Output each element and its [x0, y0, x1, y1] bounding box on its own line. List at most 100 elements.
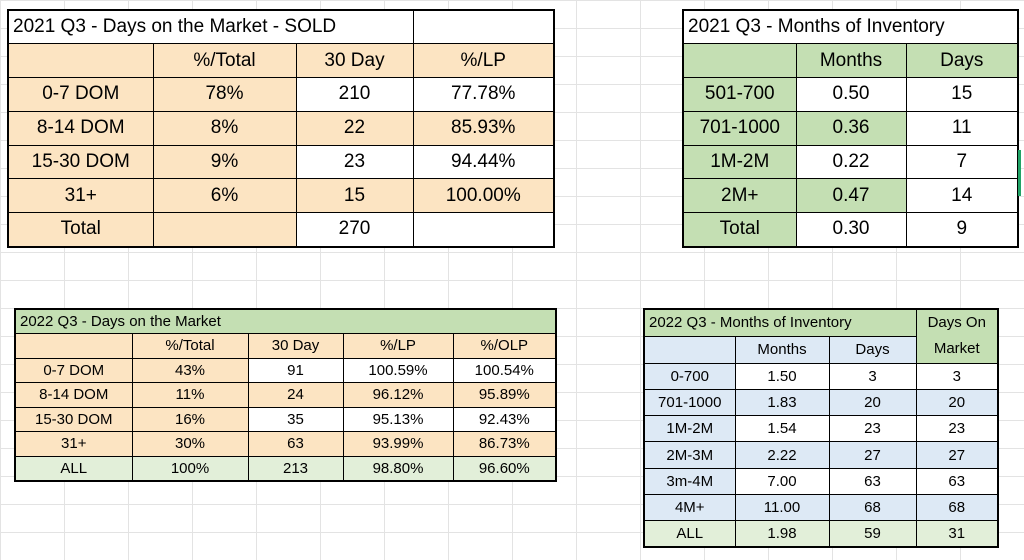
header-cell[interactable]: 30 Day	[247, 333, 344, 359]
pct-total-cell[interactable]: 43%	[131, 357, 249, 383]
day30-cell[interactable]: 63	[247, 431, 344, 457]
months-cell[interactable]: 1.50	[734, 362, 830, 390]
dom-cell[interactable]: 3	[915, 362, 999, 390]
pct-lp-cell[interactable]: 98.80%	[342, 455, 454, 481]
header-cell[interactable]: Months	[795, 43, 907, 79]
months-cell[interactable]: 0.36	[795, 110, 907, 146]
pct-lp-cell[interactable]: 93.99%	[342, 431, 454, 457]
pct-lp-cell[interactable]: 96.12%	[342, 382, 454, 408]
pct-olp-cell[interactable]: 95.89%	[452, 382, 557, 408]
pct-lp-cell[interactable]: 100.00%	[412, 178, 555, 214]
pct-lp-cell[interactable]: 100.59%	[342, 357, 454, 383]
days-cell[interactable]: 15	[905, 77, 1019, 112]
row-label[interactable]: 0-7 DOM	[7, 77, 154, 112]
cell[interactable]	[412, 9, 555, 45]
row-label[interactable]: 1M-2M	[643, 415, 736, 443]
day30-cell[interactable]: 24	[247, 382, 344, 408]
row-label[interactable]: 31+	[14, 431, 133, 457]
pct-total-cell[interactable]	[152, 212, 297, 248]
days-cell[interactable]: 11	[905, 110, 1019, 146]
row-label[interactable]: 8-14 DOM	[14, 382, 133, 408]
dom-cell[interactable]: 23	[915, 415, 999, 443]
pct-total-cell[interactable]: 6%	[152, 178, 297, 214]
header-cell[interactable]	[14, 333, 133, 359]
pct-lp-cell[interactable]: 95.13%	[342, 406, 454, 432]
months-cell[interactable]: 2.22	[734, 441, 830, 469]
day30-cell[interactable]: 23	[295, 144, 414, 180]
months-cell[interactable]: 7.00	[734, 467, 830, 495]
day30-cell[interactable]: 213	[247, 455, 344, 481]
pct-olp-cell[interactable]: 96.60%	[452, 455, 557, 481]
pct-olp-cell[interactable]: 92.43%	[452, 406, 557, 432]
months-cell[interactable]: 0.50	[795, 77, 907, 112]
header-cell[interactable]: %/OLP	[452, 333, 557, 359]
row-label[interactable]: 1M-2M	[682, 144, 797, 180]
months-cell[interactable]: 1.83	[734, 388, 830, 417]
months-cell[interactable]: 0.22	[795, 144, 907, 180]
header-cell[interactable]: %/LP	[412, 43, 555, 79]
dom-cell[interactable]: 27	[915, 441, 999, 469]
dom-cell[interactable]: 68	[915, 493, 999, 522]
row-label[interactable]: 31+	[7, 178, 154, 214]
row-label[interactable]: 15-30 DOM	[7, 144, 154, 180]
days-cell[interactable]: 3	[828, 362, 917, 390]
months-cell[interactable]: 1.54	[734, 415, 830, 443]
row-label[interactable]: 0-7 DOM	[14, 357, 133, 383]
header-cell[interactable]	[643, 335, 736, 364]
day30-cell[interactable]: 22	[295, 110, 414, 146]
header-cell[interactable]: Days	[905, 43, 1019, 79]
pct-total-cell[interactable]: 30%	[131, 431, 249, 457]
day30-cell[interactable]: 210	[295, 77, 414, 112]
row-label[interactable]: 0-700	[643, 362, 736, 390]
header-cell[interactable]: Days	[828, 335, 917, 364]
pct-total-cell[interactable]: 100%	[131, 455, 249, 481]
day30-cell[interactable]: 91	[247, 357, 344, 383]
day30-cell[interactable]: 270	[295, 212, 414, 248]
row-label[interactable]: 701-1000	[643, 388, 736, 417]
header-cell[interactable]: %/Total	[131, 333, 249, 359]
row-label[interactable]: ALL	[14, 455, 133, 481]
months-cell[interactable]: 11.00	[734, 493, 830, 522]
header-cell[interactable]	[7, 43, 154, 79]
row-label[interactable]: 4M+	[643, 493, 736, 522]
row-label[interactable]: 8-14 DOM	[7, 110, 154, 146]
table-title[interactable]: 2022 Q3 - Days on the Market	[14, 308, 557, 334]
row-label[interactable]: Total	[682, 212, 797, 248]
header-cell[interactable]	[682, 43, 797, 79]
table-title[interactable]: 2021 Q3 - Days on the Market - SOLD	[7, 9, 413, 45]
pct-total-cell[interactable]: 78%	[152, 77, 297, 112]
days-cell[interactable]: 23	[828, 415, 917, 443]
row-label[interactable]: ALL	[643, 520, 736, 548]
pct-olp-cell[interactable]: 86.73%	[452, 431, 557, 457]
row-label[interactable]: 501-700	[682, 77, 797, 112]
pct-total-cell[interactable]: 9%	[152, 144, 297, 180]
months-cell[interactable]: 0.30	[795, 212, 907, 248]
days-cell[interactable]: 63	[828, 467, 917, 495]
pct-total-cell[interactable]: 8%	[152, 110, 297, 146]
days-cell[interactable]: 14	[905, 178, 1019, 214]
days-on-market-header[interactable]: Days On Market	[915, 308, 999, 364]
row-label[interactable]: Total	[7, 212, 154, 248]
days-cell[interactable]: 27	[828, 441, 917, 469]
pct-lp-cell[interactable]: 77.78%	[412, 77, 555, 112]
header-cell[interactable]: Months	[734, 335, 830, 364]
pct-olp-cell[interactable]: 100.54%	[452, 357, 557, 383]
row-label[interactable]: 701-1000	[682, 110, 797, 146]
pct-lp-cell[interactable]: 85.93%	[412, 110, 555, 146]
days-cell[interactable]: 9	[905, 212, 1019, 248]
day30-cell[interactable]: 35	[247, 406, 344, 432]
row-label[interactable]: 3m-4M	[643, 467, 736, 495]
months-cell[interactable]: 0.47	[795, 178, 907, 214]
pct-total-cell[interactable]: 16%	[131, 406, 249, 432]
dom-cell[interactable]: 20	[915, 388, 999, 417]
pct-lp-cell[interactable]: 94.44%	[412, 144, 555, 180]
days-cell[interactable]: 7	[905, 144, 1019, 180]
header-cell[interactable]: %/LP	[342, 333, 454, 359]
pct-total-cell[interactable]: 11%	[131, 382, 249, 408]
day30-cell[interactable]: 15	[295, 178, 414, 214]
row-label[interactable]: 2M-3M	[643, 441, 736, 469]
row-label[interactable]: 2M+	[682, 178, 797, 214]
row-label[interactable]: 15-30 DOM	[14, 406, 133, 432]
dom-cell[interactable]: 63	[915, 467, 999, 495]
header-cell[interactable]: %/Total	[152, 43, 297, 79]
